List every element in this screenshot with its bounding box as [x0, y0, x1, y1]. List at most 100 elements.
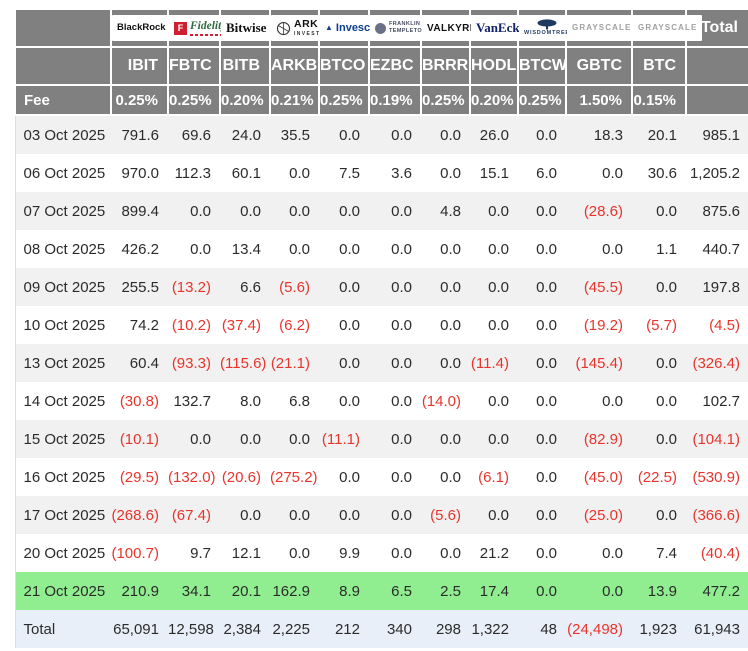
ark-globe-icon — [276, 21, 291, 36]
flow-value-cell: 4.8 — [440, 202, 461, 220]
fee-cell: 0.19% — [368, 84, 422, 116]
flow-value-cell: 132.7 — [173, 392, 211, 410]
ticker-cell: EZBC — [368, 46, 422, 86]
flow-value-cell: 20.1 — [231, 582, 261, 600]
flow-value-cell: 18.3 — [593, 126, 623, 144]
provider-logo-cell: FRANKLIN TEMPLETON — [368, 8, 432, 48]
flow-value-cell: 899.4 — [121, 202, 159, 220]
flow-value-cell: 20.1 — [647, 126, 677, 144]
provider-logo-cell: GRAYSCALE — [631, 8, 703, 48]
flow-value-cell: 0.0 — [602, 240, 623, 258]
flow-value-cell: 0.0 — [440, 430, 461, 448]
flow-value-cell: 0.0 — [656, 430, 677, 448]
flow-value-cell: 0.0 — [440, 278, 461, 296]
flow-value-cell: 15.1 — [479, 164, 509, 182]
flow-value-cell: 0.0 — [289, 506, 310, 524]
wisdomtree-wordmark: WISDOMTREE — [524, 30, 570, 37]
flow-value-cell: 0.0 — [391, 468, 412, 486]
flow-value-cell: 0.0 — [339, 354, 360, 372]
flow-value-cell: 24.0 — [231, 126, 261, 144]
ticker-cell: BTCW — [517, 46, 567, 86]
ticker-row-spacer — [14, 46, 112, 86]
ticker-cell: BTC — [631, 46, 687, 86]
flow-value-cell: 0.0 — [656, 354, 677, 372]
flow-value-cell: 0.0 — [440, 316, 461, 334]
fee-row: Fee 0.25% 0.25% 0.20% 0.21% 0.25% 0.19% 0.25% 0.… — [14, 84, 748, 116]
franklin-head-icon — [375, 22, 386, 34]
totals-row: Total 65,091 12,598 2,384 2,225 212 340 298 1,32… — [14, 610, 748, 648]
flow-value-cell: 0.0 — [536, 354, 557, 372]
provider-logo-cell: GRAYSCALE — [565, 8, 637, 48]
flow-value-cell: (82.9) — [583, 430, 623, 448]
column-total-cell: 298 — [435, 620, 461, 638]
fee-row-total-spacer — [685, 84, 748, 116]
flow-value-cell: 255.5 — [121, 278, 159, 296]
column-total-cell: 1,923 — [639, 620, 677, 638]
flow-value-cell: 0.0 — [440, 354, 461, 372]
flow-value-cell: 0.0 — [339, 316, 360, 334]
flow-value-cell: 0.0 — [391, 430, 412, 448]
flow-value-cell: 0.0 — [391, 354, 412, 372]
column-total-cell: 340 — [386, 620, 412, 638]
valkyrie-wordmark: VALKYRIE — [427, 22, 481, 34]
flow-value-cell: (21.1) — [270, 354, 310, 372]
flow-value-cell: (145.4) — [575, 354, 623, 372]
flow-value-cell: 0.0 — [440, 468, 461, 486]
flow-value-cell: (22.5) — [637, 468, 677, 486]
ticker-cell: HODL — [469, 46, 519, 86]
flow-value-cell: 0.0 — [440, 240, 461, 258]
btc-etf-flow-table: BlackRock F Fidelity Bitwise ARK INVEST ▲ Inves… — [14, 8, 748, 648]
flow-value-cell: 0.0 — [391, 202, 412, 220]
franklin-wordmark: FRANKLIN — [389, 20, 421, 27]
provider-logo-cell: VanEck — [469, 8, 525, 48]
flow-value-cell: 13.4 — [231, 240, 261, 258]
flow-value-cell: 0.0 — [339, 202, 360, 220]
flow-value-cell: 0.0 — [391, 544, 412, 562]
table-row: 17 Oct 2025 (268.6) (67.4) 0.0 0.0 0.0 0.0 (5.6… — [14, 496, 748, 534]
row-total-cell: (530.9) — [692, 468, 740, 486]
flow-value-cell: 0.0 — [602, 392, 623, 410]
bitwise-logo: Bitwise — [221, 15, 272, 41]
column-total-cell: 1,322 — [471, 620, 509, 638]
flow-data-body: 03 Oct 2025 791.6 69.6 24.0 35.5 0.0 0.0 0.0 26.… — [14, 115, 748, 648]
table-row: 07 Oct 2025 899.4 0.0 0.0 0.0 0.0 0.0 4.8 0.0 0.0… — [14, 192, 748, 230]
date-cell: 08 Oct 2025 — [14, 230, 111, 268]
column-total-cell: 2,225 — [272, 620, 310, 638]
flow-value-cell: 34.1 — [181, 582, 211, 600]
flow-value-cell: 426.2 — [121, 240, 159, 258]
provider-logo-cell: ARK INVEST — [269, 8, 326, 48]
column-total-cell: 12,598 — [168, 620, 214, 638]
flow-value-cell: 0.0 — [602, 582, 623, 600]
invesco-wordmark: Invesco — [335, 21, 377, 34]
provider-logo-cell: WISDOMTREE — [517, 8, 575, 48]
row-total-cell: 1,205.2 — [689, 164, 740, 182]
flow-value-cell: 0.0 — [339, 392, 360, 410]
flow-value-cell: (100.7) — [111, 544, 159, 562]
flow-value-cell: 0.0 — [391, 392, 412, 410]
fee-cell: 0.25% — [517, 84, 567, 116]
flow-value-cell: 0.0 — [536, 202, 557, 220]
flow-value-cell: 0.0 — [240, 202, 261, 220]
provider-logo-cell: VALKYRIE — [420, 8, 486, 48]
blackrock-logo: BlackRock — [112, 15, 171, 41]
table-row: 21 Oct 2025 210.9 34.1 20.1 162.9 8.9 6.5 2.5 17… — [14, 572, 748, 610]
flow-value-cell: 0.0 — [190, 240, 211, 258]
flow-value-cell: (268.6) — [111, 506, 159, 524]
flow-value-cell: (45.5) — [583, 278, 623, 296]
flow-value-cell: 0.0 — [190, 202, 211, 220]
wisdomtree-wordmark-stack: WISDOMTREE — [524, 19, 570, 36]
flow-value-cell: 8.9 — [339, 582, 360, 600]
flow-value-cell: (20.6) — [221, 468, 261, 486]
grayscale-wordmark: GRAYSCALE — [572, 22, 632, 32]
flow-value-cell: 9.7 — [190, 544, 211, 562]
flow-value-cell: 0.0 — [339, 126, 360, 144]
fee-cell: 0.25% — [110, 84, 169, 116]
flow-value-cell: 6.6 — [240, 278, 261, 296]
flow-value-cell: 9.9 — [339, 544, 360, 562]
totals-row-label: Total — [14, 610, 111, 648]
wisdomtree-tree-icon — [536, 19, 558, 30]
table-row: 10 Oct 2025 74.2 (10.2) (37.4) (6.2) 0.0 0.0 0.… — [14, 306, 748, 344]
flow-value-cell: 0.0 — [536, 240, 557, 258]
flow-value-cell: 791.6 — [121, 126, 159, 144]
flow-value-cell: (28.6) — [583, 202, 623, 220]
